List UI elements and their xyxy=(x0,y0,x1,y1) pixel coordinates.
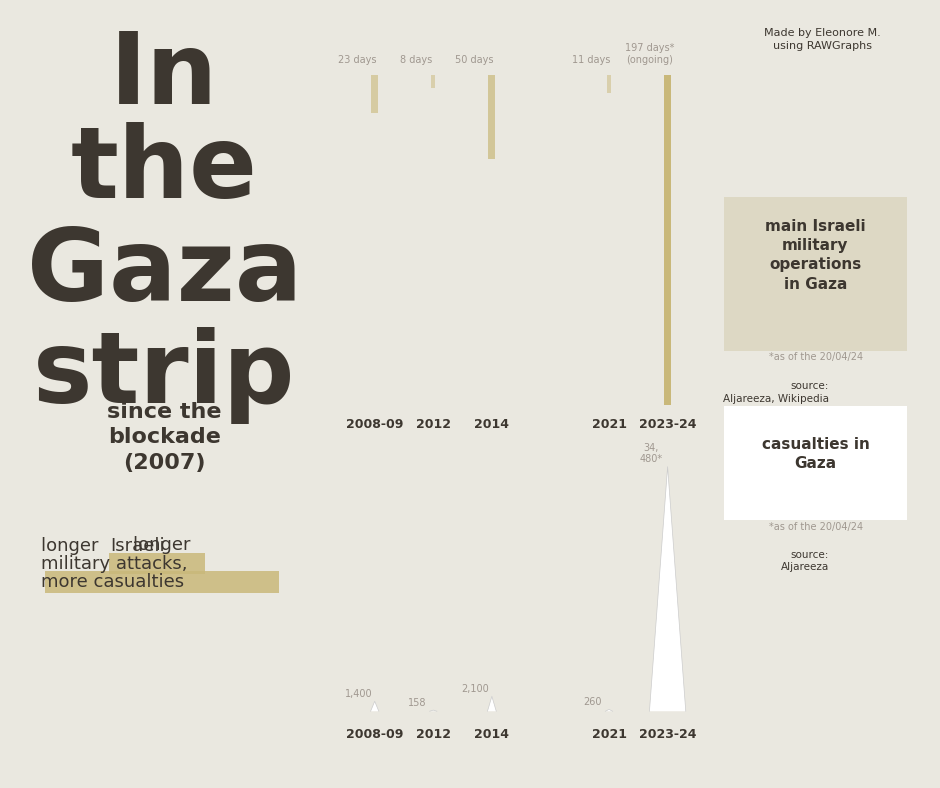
Text: 2012: 2012 xyxy=(415,418,451,431)
Text: 158: 158 xyxy=(408,697,426,708)
Polygon shape xyxy=(370,701,379,712)
Text: 2021: 2021 xyxy=(591,728,627,742)
Text: 50 days: 50 days xyxy=(455,55,494,65)
Text: Made by Eleonore M.
using RAWGraphs: Made by Eleonore M. using RAWGraphs xyxy=(764,28,881,50)
Text: 8 days: 8 days xyxy=(400,55,431,65)
Text: 2008-09: 2008-09 xyxy=(346,418,403,431)
Text: In: In xyxy=(110,28,219,125)
Text: the: the xyxy=(71,122,258,219)
Text: *as of the 20/04/24: *as of the 20/04/24 xyxy=(769,352,863,362)
Text: 2,100: 2,100 xyxy=(462,684,490,694)
Text: since the
blockade
(2007): since the blockade (2007) xyxy=(107,402,222,473)
Text: 2012: 2012 xyxy=(415,728,451,742)
Text: 2014: 2014 xyxy=(475,728,509,742)
Polygon shape xyxy=(605,709,613,712)
Text: 2023-24: 2023-24 xyxy=(639,728,697,742)
Bar xyxy=(489,75,495,158)
Text: casualties in
Gaza: casualties in Gaza xyxy=(761,437,870,471)
Text: 11 days: 11 days xyxy=(572,55,611,65)
Bar xyxy=(607,75,611,93)
Polygon shape xyxy=(650,466,686,712)
Text: 260: 260 xyxy=(584,697,602,707)
Text: military attacks,: military attacks, xyxy=(41,555,188,573)
Polygon shape xyxy=(430,710,437,712)
Text: main Israeli
military
operations
in Gaza: main Israeli military operations in Gaza xyxy=(765,219,866,292)
Text: 2023-24: 2023-24 xyxy=(639,418,697,431)
Text: 1,400: 1,400 xyxy=(344,689,372,699)
Text: 2008-09: 2008-09 xyxy=(346,728,403,742)
Bar xyxy=(664,75,671,405)
Bar xyxy=(371,75,378,113)
Text: strip: strip xyxy=(33,327,296,424)
Text: *as of the 20/04/24: *as of the 20/04/24 xyxy=(769,522,863,532)
Text: source:
Aljareeza: source: Aljareeza xyxy=(781,550,829,572)
Text: 197 days*
(ongoing): 197 days* (ongoing) xyxy=(625,43,675,65)
Text: Israeli: Israeli xyxy=(110,537,164,555)
Text: 34,
480*: 34, 480* xyxy=(639,443,663,464)
Text: longer: longer xyxy=(41,537,104,555)
Text: more casualties: more casualties xyxy=(41,574,184,591)
Polygon shape xyxy=(488,697,496,712)
Text: 2021: 2021 xyxy=(591,418,627,431)
Bar xyxy=(431,75,435,88)
Text: longer: longer xyxy=(133,536,196,554)
Text: Gaza: Gaza xyxy=(27,225,302,322)
Text: 2014: 2014 xyxy=(475,418,509,431)
Text: source:
Aljareeza, Wikipedia: source: Aljareeza, Wikipedia xyxy=(723,381,829,403)
Text: 23 days: 23 days xyxy=(337,55,376,65)
